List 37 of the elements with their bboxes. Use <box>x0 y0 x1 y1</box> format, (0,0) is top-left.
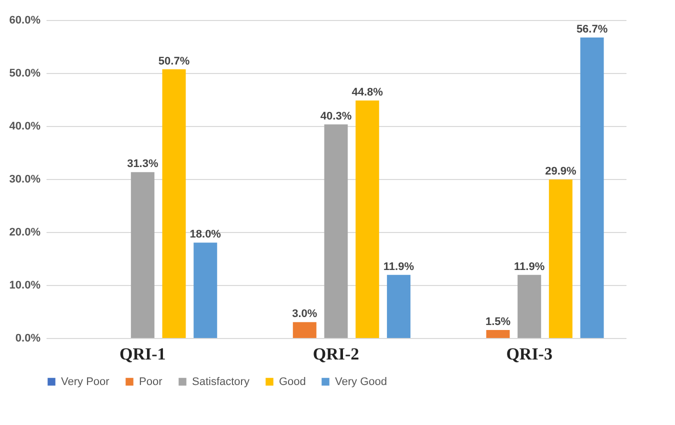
bar <box>162 69 186 338</box>
data-label: 44.8% <box>352 86 384 99</box>
bar <box>292 322 316 338</box>
bar <box>580 37 604 338</box>
bar <box>194 242 218 338</box>
y-tick-label: 50.0% <box>9 68 41 80</box>
bar <box>386 274 410 338</box>
data-label: 11.9% <box>514 260 545 273</box>
data-label: 56.7% <box>576 23 608 36</box>
bar <box>324 124 348 338</box>
data-label: 50.7% <box>158 55 190 68</box>
y-tick-label: 30.0% <box>9 174 41 186</box>
data-label: 40.3% <box>320 110 352 122</box>
legend-label: Good <box>279 376 306 388</box>
legend-label: Poor <box>139 376 163 388</box>
data-label: 1.5% <box>485 316 511 328</box>
bar <box>356 100 380 338</box>
x-tick-label: QRI-1 <box>120 344 166 364</box>
y-tick-label: 0.0% <box>15 332 41 344</box>
y-tick-label: 40.0% <box>9 120 41 132</box>
y-tick-label: 10.0% <box>9 280 41 292</box>
data-label: 31.3% <box>127 158 158 170</box>
y-tick-label: 60.0% <box>9 14 41 26</box>
data-label: 29.9% <box>545 166 576 178</box>
legend-label: Very Good <box>335 376 387 388</box>
legend-label: Very Poor <box>61 376 110 388</box>
x-tick-label: QRI-3 <box>506 344 552 364</box>
data-label: 11.9% <box>383 260 414 273</box>
data-label: 18.0% <box>190 228 222 241</box>
legend-label: Satisfactory <box>192 376 250 388</box>
y-tick-label: 20.0% <box>9 226 41 238</box>
bar <box>548 180 572 338</box>
bar <box>518 274 542 338</box>
bar <box>486 330 510 338</box>
x-tick-label: QRI-2 <box>312 344 360 364</box>
bar <box>130 172 154 338</box>
data-label: 3.0% <box>292 308 318 320</box>
